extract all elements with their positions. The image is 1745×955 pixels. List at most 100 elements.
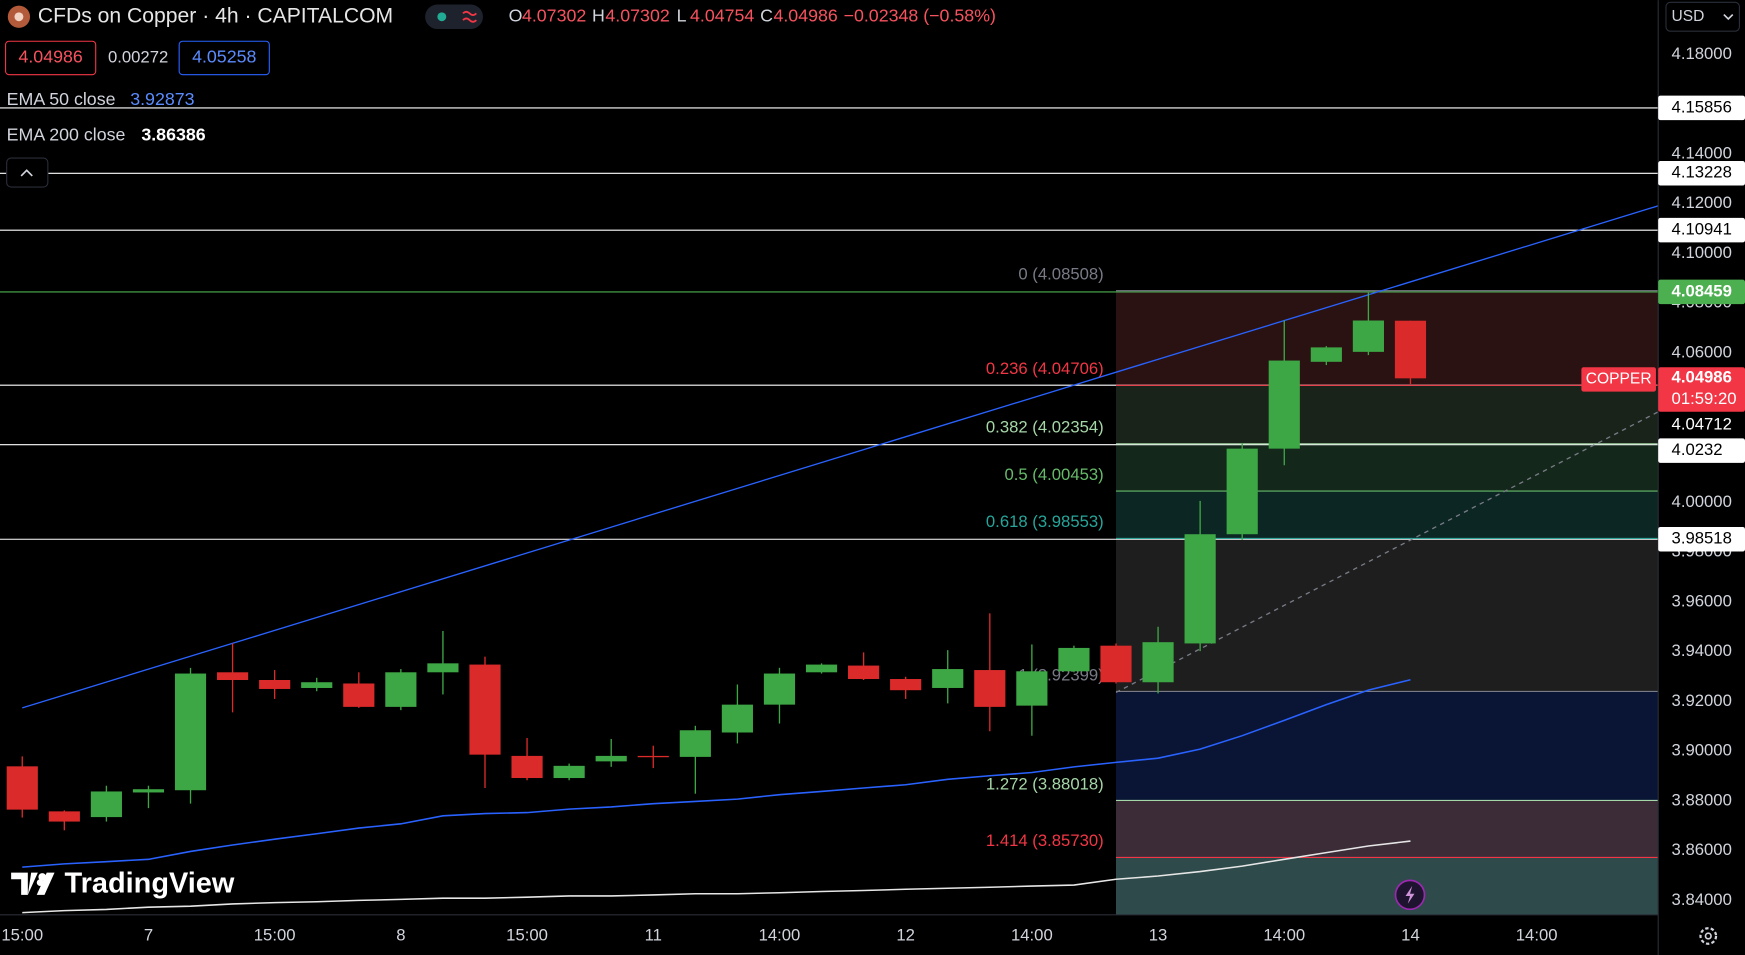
ohlc-prefix: H (592, 5, 605, 25)
candle-body (1016, 671, 1048, 706)
legend-name: EMA 50 close (7, 89, 116, 109)
symbol-title: CFDs on Copper · 4h · CAPITALCOM (38, 4, 393, 27)
price-line-label: 4.10941 (1672, 220, 1732, 239)
fib-zone (1115, 443, 1659, 492)
price-line-label: 4.15856 (1672, 97, 1732, 116)
price-axis (1658, 0, 1745, 955)
candle-body (301, 682, 333, 688)
y-tick-label: 4.18000 (1672, 44, 1732, 63)
price-line-label: 4.04712 (1672, 414, 1732, 433)
y-tick-label: 4.14000 (1672, 143, 1732, 162)
symbol-tag: COPPER (1586, 371, 1652, 388)
symbol-tag-box (1581, 367, 1656, 392)
ema-line (22, 678, 1411, 868)
ohlc-prefix: O (509, 5, 523, 25)
delayed-icon (462, 10, 477, 23)
price-line-box (1658, 527, 1745, 552)
x-tick-label: 14:00 (1516, 925, 1558, 944)
price-line-label: 4.13228 (1672, 163, 1732, 182)
spread-value: 0.00272 (108, 47, 168, 66)
x-tick-label: 13 (1149, 925, 1168, 944)
candle-body (848, 665, 880, 680)
candle-body (469, 664, 501, 755)
fib-label: 0.382 (4.02354) (986, 418, 1104, 437)
ohlc-value: 4.04986 (773, 5, 837, 25)
settings-button-core (1704, 932, 1712, 940)
trendline (1115, 411, 1659, 694)
x-tick-label: 11 (645, 925, 662, 944)
x-tick-label: 15:00 (506, 925, 548, 944)
status-pill[interactable] (425, 4, 483, 30)
fib-zone (1115, 290, 1659, 386)
y-tick-label: 3.90000 (1672, 741, 1732, 760)
candle-body (385, 672, 417, 707)
price-line-label: 4.08459 (1672, 281, 1732, 300)
y-tick-label: 3.92000 (1672, 691, 1732, 710)
bid-box[interactable] (5, 40, 97, 76)
ema-line (22, 840, 1411, 914)
alert-bolt (1405, 885, 1415, 904)
x-tick-label: 15:00 (254, 925, 296, 944)
brand-logo-slash (36, 872, 55, 895)
trendline (22, 205, 1659, 709)
x-tick-label: 14:00 (1263, 925, 1305, 944)
ohlc-prefix: C (760, 5, 773, 25)
settings-button[interactable] (1699, 927, 1718, 945)
candle-body (1226, 448, 1258, 535)
fib-zone (1115, 691, 1659, 801)
y-tick-label: 4.00000 (1672, 492, 1732, 511)
price-line-label: 4.0232 (1672, 440, 1723, 459)
x-tick-label: 14:00 (1011, 925, 1053, 944)
candle-body (721, 704, 753, 733)
time-axis (0, 914, 1745, 955)
candle-body (1268, 360, 1300, 449)
y-tick-label: 4.10000 (1672, 243, 1732, 262)
price-line-box (1658, 217, 1745, 243)
brand-logo (11, 872, 44, 895)
y-tick-label: 4.12000 (1672, 193, 1732, 212)
ohlc-value: 4.07302 (522, 5, 586, 25)
y-tick-label: 3.88000 (1672, 790, 1732, 809)
candle-body (132, 789, 165, 793)
candle-body (1310, 347, 1342, 362)
candle-body (1394, 320, 1427, 379)
change-value: −0.02348 (−0.58%) (844, 5, 996, 25)
symbol-icon-inner (14, 12, 24, 22)
y-tick-label: 3.94000 (1672, 641, 1732, 660)
fib-label: 0.5 (4.00453) (1004, 465, 1103, 484)
collapse-button[interactable] (6, 157, 49, 188)
candle-body (217, 672, 249, 681)
current-price-box (1658, 367, 1745, 412)
candle-body (679, 730, 711, 757)
ask-box[interactable] (178, 40, 270, 76)
price-line-box (1658, 438, 1745, 463)
candle-body (90, 791, 122, 818)
x-tick-label: 15:00 (1, 925, 43, 944)
candle-body (805, 664, 838, 673)
candle-body (1352, 320, 1384, 352)
candle-body (511, 755, 543, 779)
candle-body (1142, 642, 1174, 683)
price-line-box (1658, 95, 1745, 121)
fib-label: 0.618 (3.98553) (986, 512, 1104, 531)
price-line-label: 3.98518 (1672, 529, 1732, 548)
y-tick-label: 3.86000 (1672, 840, 1732, 859)
candle-body (427, 663, 459, 673)
candle-body (48, 811, 80, 822)
x-tick-label: 14:00 (759, 925, 801, 944)
candle-body (595, 755, 627, 762)
candle-body (259, 680, 291, 689)
candle-body (343, 683, 375, 707)
candle-body (890, 679, 922, 691)
currency-dropdown[interactable] (1665, 1, 1740, 32)
candle-body (974, 670, 1006, 707)
y-tick-label: 3.84000 (1672, 890, 1732, 909)
plot-area: 0 (4.08508) 0.236 (4.04706) 0.382 (4.02354… (0, 107, 1659, 915)
ask-value: 4.05258 (192, 47, 256, 67)
candle-body (174, 673, 207, 791)
candle-body (6, 766, 38, 810)
